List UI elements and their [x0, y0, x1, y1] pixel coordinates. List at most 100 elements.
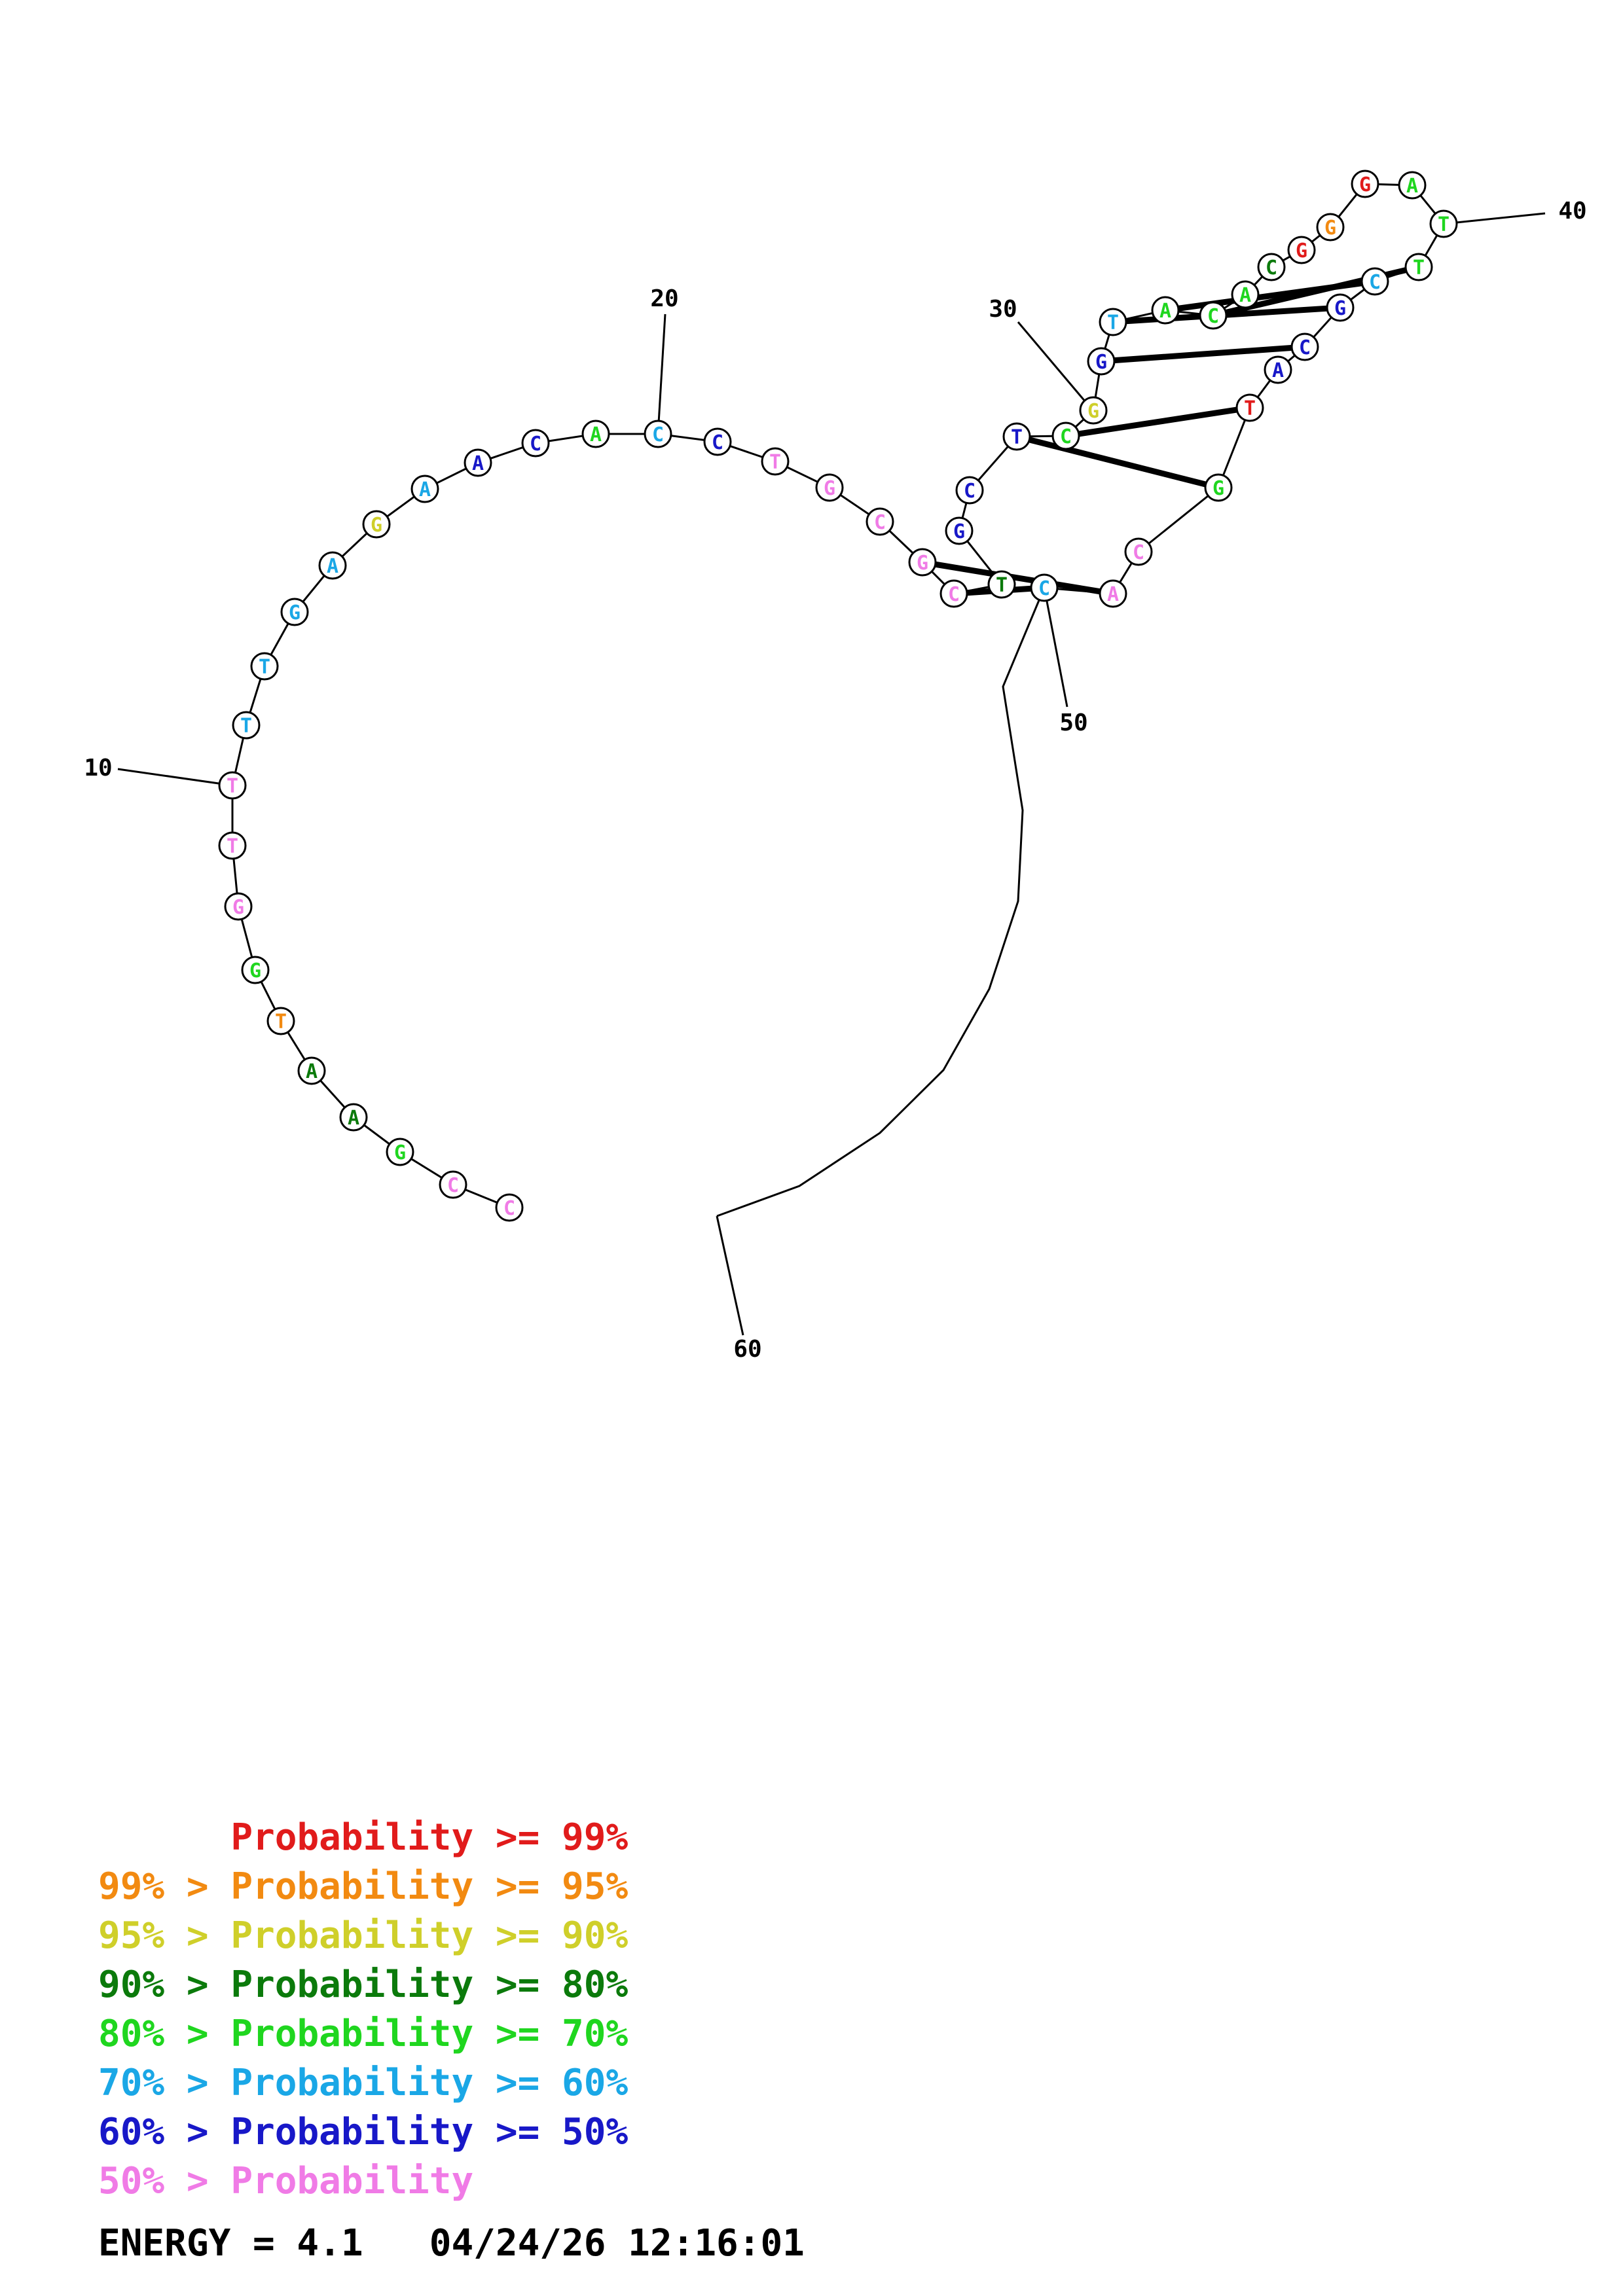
position-label-50: 50 — [1059, 709, 1087, 736]
nucleotide-letter: T — [1011, 426, 1023, 449]
nucleotide: C — [495, 1193, 524, 1222]
nucleotide: C — [1360, 267, 1389, 296]
nucleotide-circle — [1204, 473, 1233, 502]
nucleotide: A — [1151, 296, 1180, 325]
nucleotide-letter: G — [394, 1141, 406, 1164]
nucleotide-circle — [464, 448, 492, 477]
nucleotide-letter: C — [712, 431, 723, 454]
nucleotide-circle — [939, 579, 968, 608]
nucleotide: A — [339, 1103, 368, 1132]
nucleotide-circle — [1124, 537, 1153, 566]
nucleotide-letter: T — [1438, 213, 1450, 236]
legend-row: 70% > Probability >= 60% — [98, 2058, 628, 2108]
nucleotide-letter: G — [371, 514, 382, 537]
nucleotide-circle — [495, 1193, 524, 1222]
legend-arrow: > — [164, 2160, 231, 2202]
nucleotide-circle — [703, 427, 732, 456]
nucleotide-letter: A — [472, 452, 484, 475]
nucleotide: T — [1099, 308, 1127, 336]
legend-prefix: 60% — [98, 2111, 165, 2153]
nucleotide-letter: G — [824, 477, 835, 500]
legend-label: Probability — [230, 2111, 474, 2153]
nucleotide: T — [1235, 393, 1264, 422]
legend-label: Probability — [230, 1914, 474, 1957]
nucleotide: G — [908, 548, 937, 577]
nucleotide-letter: C — [652, 423, 664, 446]
position-label-10: 10 — [84, 755, 112, 781]
legend-row: 50% > Probability — [98, 2157, 628, 2206]
nucleotide: C — [1199, 301, 1228, 330]
nucleotide: T — [218, 771, 247, 800]
nucleotide: G — [1316, 213, 1345, 242]
nucleotide-letter: A — [590, 423, 602, 446]
legend-op: >= — [473, 1816, 562, 1859]
nucleotide-circle — [232, 711, 261, 740]
position-label-30: 30 — [989, 296, 1017, 323]
legend-prefix: 95% — [98, 1914, 165, 1957]
nucleotide-circle — [1087, 347, 1116, 376]
nucleotide-letter: A — [419, 478, 431, 501]
legend-label: Probability — [230, 2160, 474, 2202]
legend-arrow: > — [164, 1964, 231, 2006]
legend-value: 90% — [562, 1914, 629, 1957]
legend-row: Probability >= 99% — [98, 1813, 628, 1862]
nucleotide: A — [297, 1056, 326, 1085]
backbone-line — [231, 183, 1445, 1217]
nucleotide: C — [955, 476, 984, 505]
nucleotide-circle — [1079, 396, 1108, 425]
legend-arrow — [164, 1816, 230, 1859]
legend-prefix: 80% — [98, 2013, 165, 2055]
nucleotide: A — [410, 475, 439, 503]
legend-op: >= — [473, 1964, 562, 2006]
nucleotide-letter: G — [1324, 217, 1336, 240]
legend-prefix: 90% — [98, 1964, 165, 2006]
nucleotide-letter: A — [327, 555, 338, 578]
nucleotide-circle — [439, 1170, 467, 1199]
timestamp: 04/24/26 12:16:01 — [429, 2222, 805, 2265]
nucleotide-circle — [318, 551, 347, 580]
legend-arrow: > — [164, 2013, 231, 2055]
legend-row: 95% > Probability >= 90% — [98, 1911, 628, 1960]
nucleotide-letter: G — [953, 520, 965, 543]
nucleotide: G — [1079, 396, 1108, 425]
backbone — [231, 183, 1445, 1217]
legend-op: >= — [473, 2013, 562, 2055]
position-tick — [716, 1215, 744, 1336]
nucleotide: G — [386, 1138, 414, 1166]
nucleotide-circle — [1257, 253, 1286, 281]
legend-prefix: 50% — [98, 2160, 165, 2202]
nucleotide: G — [1204, 473, 1233, 502]
nucleotide-circle — [218, 771, 247, 800]
position-tick — [1443, 212, 1546, 225]
nucleotide-letter: C — [1207, 305, 1219, 328]
nucleotide-circle — [250, 652, 279, 681]
nucleotide-letter: A — [1159, 300, 1171, 323]
base-pair-bond — [1101, 344, 1305, 365]
nucleotide: G — [1351, 170, 1379, 198]
legend-prefix: 99% — [98, 1865, 165, 1908]
nucleotide: C — [703, 427, 732, 456]
probability-legend: Probability >= 99% 99% > Probability >= 9… — [98, 1813, 628, 2206]
legend-row: 60% > Probability >= 50% — [98, 2108, 628, 2157]
nucleotide-letter: C — [948, 583, 960, 606]
nucleotide-letter: G — [1334, 297, 1346, 320]
nucleotide: T — [761, 447, 790, 476]
nucleotide-letter: C — [530, 433, 541, 456]
nucleotide: T — [1404, 253, 1433, 281]
nucleotide: G — [241, 956, 270, 984]
legend-op: >= — [473, 1865, 562, 1908]
nucleotide-letter: T — [1244, 397, 1256, 420]
legend-label: Probability — [230, 1964, 474, 2006]
footer: ENERGY = 4.1 04/24/26 12:16:01 — [98, 2222, 805, 2265]
nucleotide-circle — [581, 420, 610, 448]
position-label-20: 20 — [650, 285, 678, 312]
nucleotide-circle — [266, 1007, 295, 1035]
nucleotide-circle — [1360, 267, 1389, 296]
nucleotide: G — [815, 473, 844, 502]
nucleotide-circle — [815, 473, 844, 502]
nucleotide: A — [1231, 280, 1260, 309]
nucleotide-circle — [218, 831, 247, 860]
nucleotide-letter: C — [874, 511, 886, 534]
nucleotide: C — [939, 579, 968, 608]
position-tick — [1017, 321, 1094, 411]
